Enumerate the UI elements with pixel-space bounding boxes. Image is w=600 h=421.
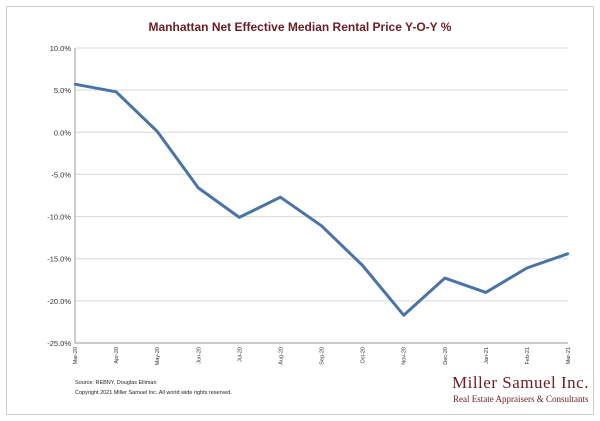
data-point <box>73 83 77 86</box>
data-point <box>197 186 200 190</box>
data-point <box>402 313 405 317</box>
x-tick-label: Apr-20 <box>114 347 120 364</box>
y-tick-label: -20.0% <box>47 297 71 306</box>
series-line <box>74 82 569 317</box>
x-tick-label: Feb-21 <box>525 347 531 364</box>
x-tick-label: Dec-20 <box>443 347 449 365</box>
data-point <box>279 195 282 199</box>
x-tick-label: Aug-20 <box>278 347 284 365</box>
source-note: Source: REBNY, Douglas Elliman <box>75 380 157 386</box>
y-tick-label: 5.0% <box>54 86 71 95</box>
data-point <box>566 252 570 255</box>
y-tick-label: 0.0% <box>54 128 71 137</box>
brand-tagline: Real Estate Appraisers & Consultants <box>453 394 589 404</box>
data-point <box>361 264 364 267</box>
x-tick-label: Mar-20 <box>73 347 79 364</box>
chart-title: Manhattan Net Effective Median Rental Pr… <box>149 20 452 34</box>
x-tick-label: Jul-20 <box>237 347 243 362</box>
y-tick-label: 10.0% <box>50 44 72 53</box>
brand-name: Miller Samuel Inc. <box>452 373 589 392</box>
gridlines <box>74 47 568 344</box>
series-group <box>73 82 570 317</box>
y-tick-label: -15.0% <box>47 255 71 264</box>
y-axis-ticks: 10.0% 5.0% 0.0% -5.0% -10.0% -15.0% -20.0% -25.… <box>47 44 71 348</box>
data-point <box>525 266 529 270</box>
x-tick-label: Sep-20 <box>320 347 326 365</box>
y-tick-label: -25.0% <box>47 339 71 348</box>
data-point <box>238 216 241 219</box>
data-point <box>320 224 323 228</box>
x-axis-ticks: Mar-20 Apr-20 May-20 Jun-20 Jul-20 Aug-20 Sep-… <box>73 347 572 365</box>
y-tick-label: -10.0% <box>47 213 71 222</box>
x-tick-label: Nov-20 <box>402 347 408 365</box>
x-tick-label: Jun-20 <box>196 347 202 364</box>
data-point <box>484 291 488 294</box>
copyright-note: Copyright 2021 Miller Samuel Inc. All wo… <box>75 390 232 396</box>
data-point <box>155 130 159 133</box>
data-point <box>443 276 446 280</box>
data-point <box>114 90 118 94</box>
y-tick-label: -5.0% <box>51 170 71 179</box>
x-tick-label: May-20 <box>155 347 161 365</box>
x-tick-label: Oct-20 <box>361 347 367 364</box>
x-tick-label: Jan-21 <box>484 347 490 364</box>
x-tick-label: Mar-21 <box>566 347 572 364</box>
